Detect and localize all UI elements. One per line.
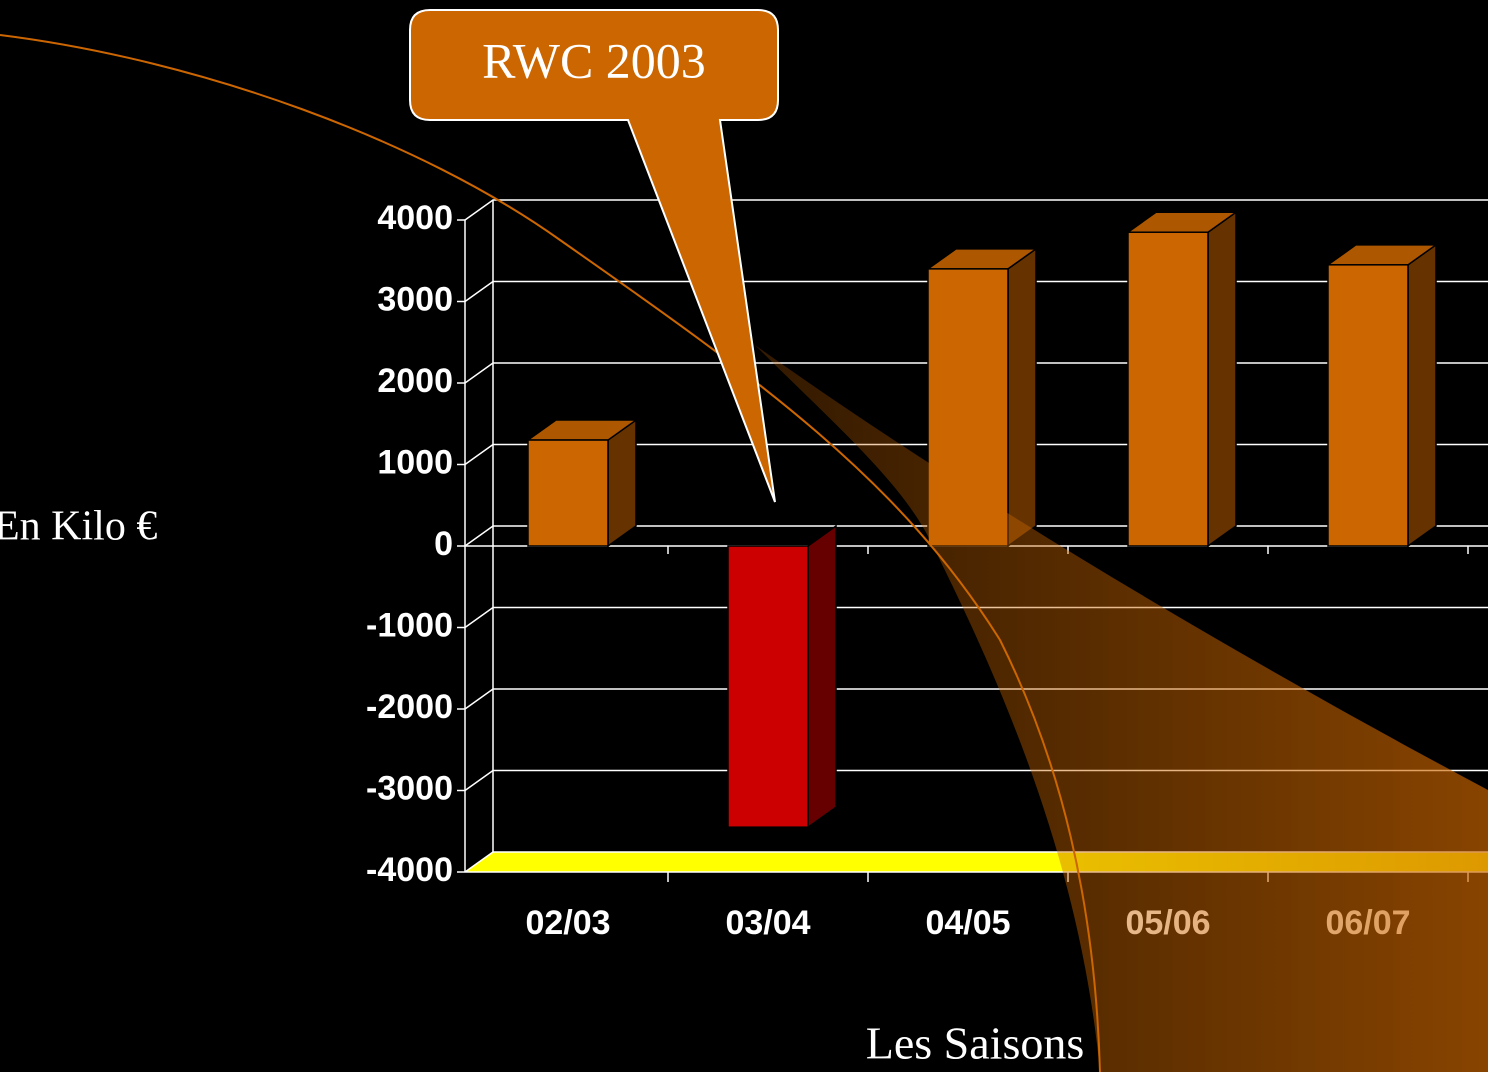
bar: [1328, 265, 1408, 546]
bar-side: [608, 420, 636, 546]
bar: [528, 440, 608, 546]
slide: -4000 -3000 -2000 -1000 0 1000 2000 3000 4000 02/…: [0, 0, 1488, 1072]
x-tick-label: 04/05: [925, 904, 1010, 942]
annotation: RWC 2003: [482, 32, 706, 88]
y-tick-label: 2000: [377, 362, 453, 400]
x-axis-label: Les Saisons: [866, 1018, 1085, 1069]
y-axis-label: En Kilo €: [0, 504, 157, 550]
y-tick-label: 1000: [377, 443, 453, 481]
bar-side: [1208, 212, 1236, 546]
y-tick-label: -2000: [366, 688, 453, 726]
y-tick-label: 3000: [377, 280, 453, 318]
bar-side: [1008, 249, 1036, 546]
y-tick-label: -4000: [366, 851, 453, 889]
y-tick-label: -1000: [366, 606, 453, 644]
x-tick-label: 02/03: [525, 904, 610, 942]
bar-side: [808, 526, 836, 827]
bar-side: [1408, 245, 1436, 546]
y-tick-label: -3000: [366, 769, 453, 807]
y-tick-label: 0: [434, 525, 453, 563]
bar: [1128, 232, 1208, 546]
y-tick-label: 4000: [377, 199, 453, 237]
x-tick-label: 03/04: [725, 904, 810, 942]
bar: [728, 546, 808, 827]
